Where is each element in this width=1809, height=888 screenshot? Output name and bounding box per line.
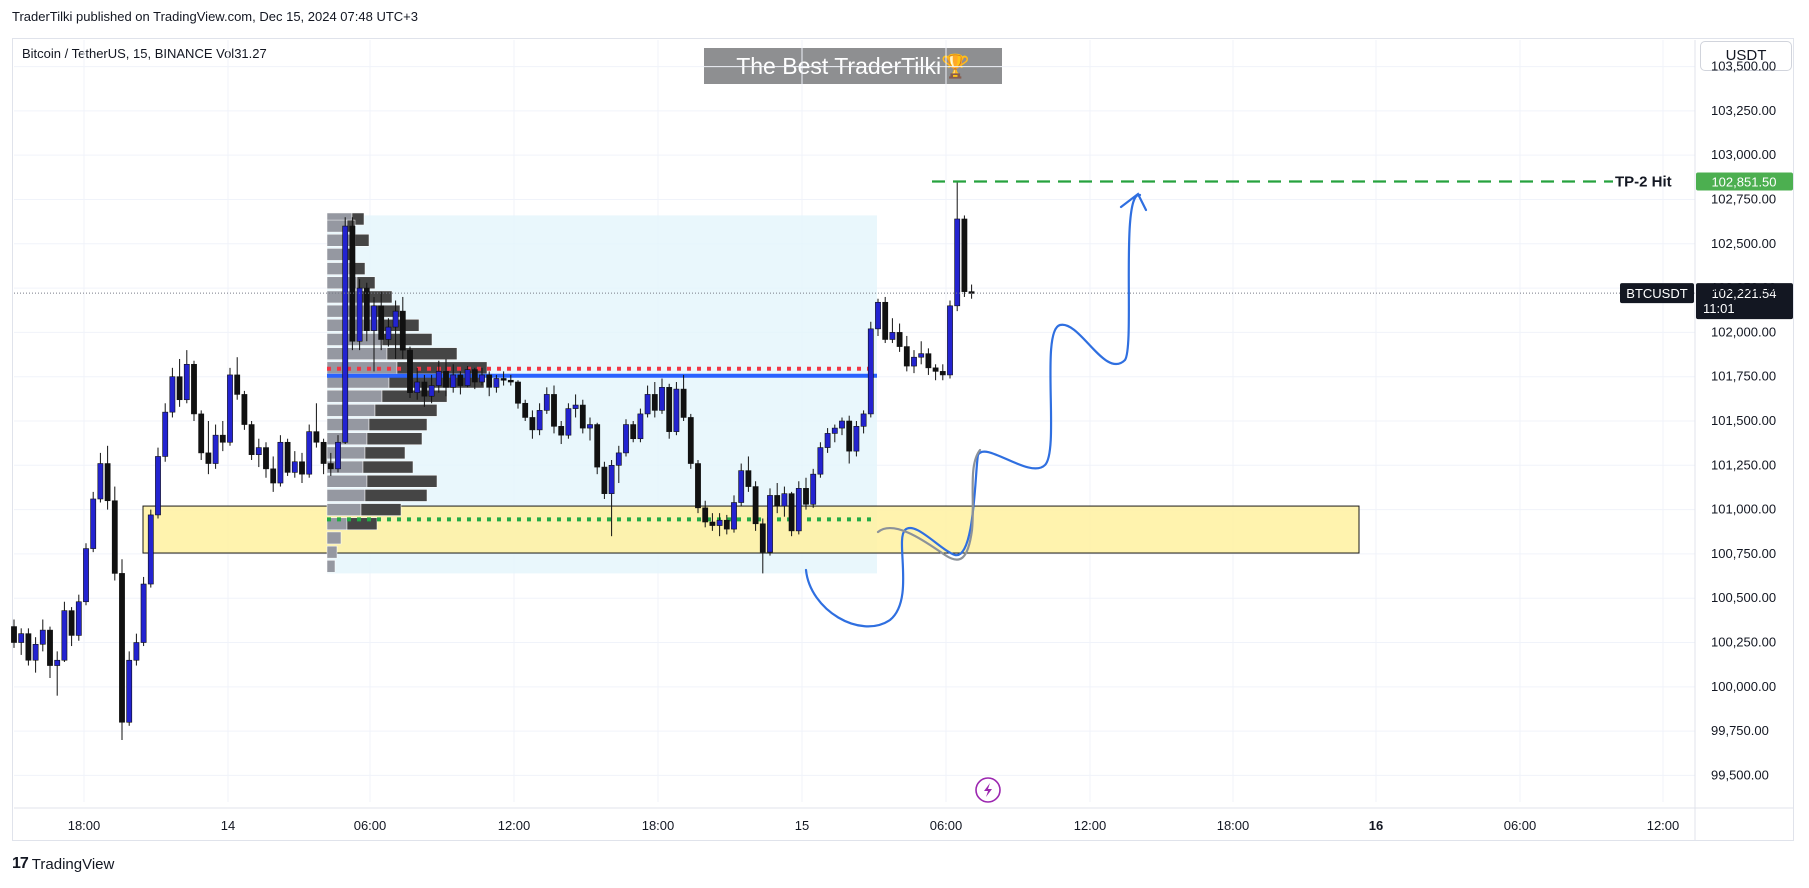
brand-label: TradingView xyxy=(31,855,115,873)
tradingview-logo-icon: 17 xyxy=(12,855,29,872)
currency-button[interactable]: USDT xyxy=(1700,41,1792,71)
watermark-banner: The Best TraderTilki🏆 xyxy=(704,48,1002,84)
publish-info: TraderTilki published on TradingView.com… xyxy=(12,9,418,24)
tradingview-brand[interactable]: 17 TradingView xyxy=(12,855,114,873)
symbol-legend: Bitcoin / TetherUS, 15, BINANCE Vol31.27 xyxy=(22,46,267,61)
chart-pane[interactable] xyxy=(12,38,1794,841)
